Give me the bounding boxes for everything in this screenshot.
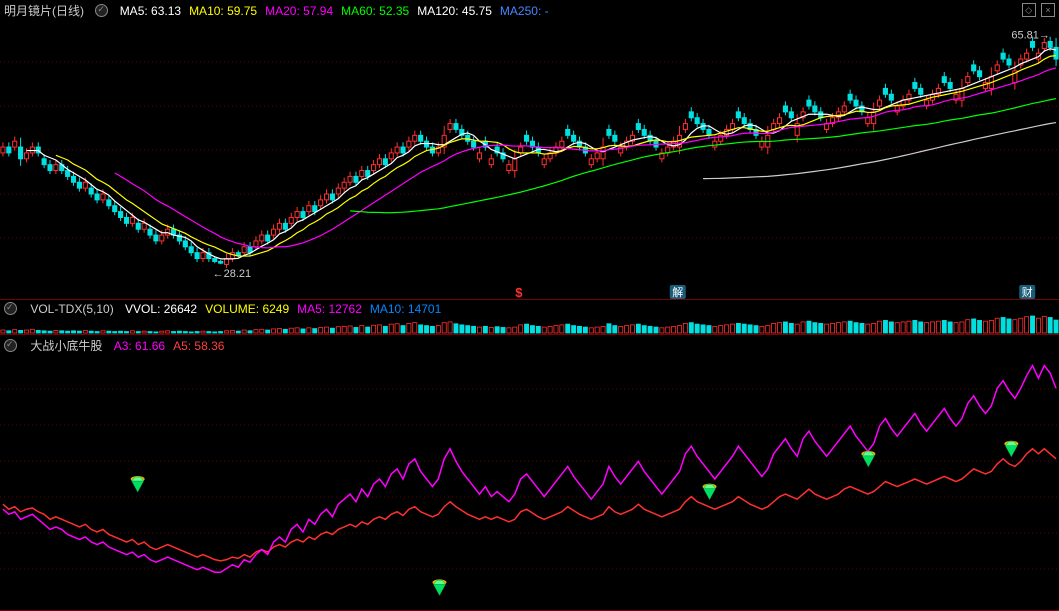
panel-controls: ◇ × bbox=[1020, 2, 1055, 17]
stock-title: 明月镜片(日线) bbox=[4, 4, 84, 18]
volume-panel[interactable]: VOL-TDX(5,10) VVOL: 26642VOLUME: 6249MA5… bbox=[0, 300, 1059, 335]
indicator-panel[interactable]: 大战小底牛股 A3: 61.66A5: 58.36 bbox=[0, 335, 1059, 611]
main-header: 明月镜片(日线) MA5: 63.13MA10: 59.75MA20: 57.9… bbox=[4, 2, 565, 19]
close-icon[interactable]: × bbox=[1041, 3, 1055, 17]
svg-text:$: $ bbox=[515, 285, 523, 300]
svg-text:65.81→: 65.81→ bbox=[1011, 30, 1050, 42]
toggle-indicator-icon[interactable] bbox=[4, 339, 17, 352]
candlestick-panel[interactable]: 明月镜片(日线) MA5: 63.13MA10: 59.75MA20: 57.9… bbox=[0, 0, 1059, 300]
vol-header: VOL-TDX(5,10) VVOL: 26642VOLUME: 6249MA5… bbox=[4, 302, 457, 316]
main-chart-svg: ←28.21 65.81→ $ 解 财 bbox=[0, 0, 1059, 300]
svg-text:财: 财 bbox=[1022, 285, 1033, 299]
svg-text:解: 解 bbox=[672, 285, 683, 299]
ind-title: 大战小底牛股 bbox=[30, 339, 102, 353]
svg-text:←28.21: ←28.21 bbox=[213, 268, 252, 280]
ind-header: 大战小底牛股 A3: 61.66A5: 58.36 bbox=[4, 337, 240, 354]
toggle-indicator-icon[interactable] bbox=[4, 302, 17, 315]
ind-chart-svg bbox=[0, 335, 1059, 611]
vol-title: VOL-TDX(5,10) bbox=[30, 302, 113, 316]
toggle-indicator-icon[interactable] bbox=[95, 4, 108, 17]
collapse-icon[interactable]: ◇ bbox=[1022, 3, 1036, 17]
